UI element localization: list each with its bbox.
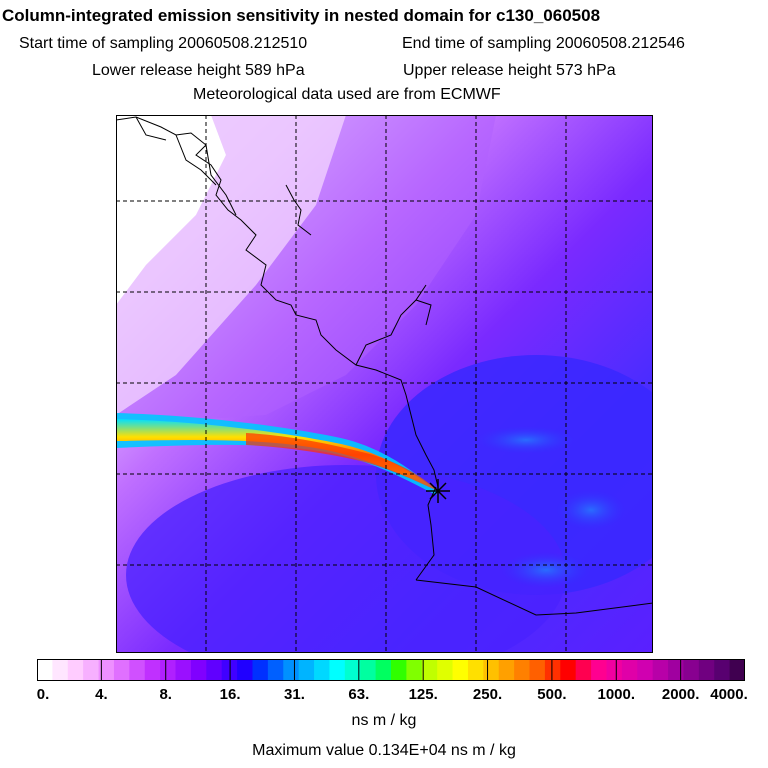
colorbar-swatch xyxy=(514,659,531,681)
blue-region-south xyxy=(126,465,566,653)
sensitivity-map xyxy=(116,115,653,653)
colorbar-swatch xyxy=(406,659,423,681)
colorbar-swatch xyxy=(637,659,654,681)
colorbar-swatch xyxy=(498,659,515,681)
colorbar-tick-label: 4000. xyxy=(710,686,748,703)
light-blue-patch xyxy=(556,490,626,530)
colorbar-swatch xyxy=(591,659,608,681)
colorbar-swatch xyxy=(190,659,207,681)
colorbar-swatch xyxy=(83,659,100,681)
end-time-label: End time of sampling 20060508.212546 xyxy=(402,35,685,52)
colorbar-swatch xyxy=(113,659,130,681)
plume-core xyxy=(116,419,438,491)
colorbar-swatch xyxy=(37,659,53,681)
colorbar-swatch xyxy=(652,659,669,681)
map-frame xyxy=(116,115,653,653)
colorbar-swatch xyxy=(252,659,269,681)
colorbar-swatch xyxy=(668,659,685,681)
colorbar-swatch xyxy=(714,659,731,681)
maximum-value-label: Maximum value 0.134E+04 ns m / kg xyxy=(252,742,516,759)
colorbar-swatch xyxy=(314,659,331,681)
colorbar-tick-label: 8. xyxy=(159,686,172,703)
colorbar-tick-label: 2000. xyxy=(661,686,700,703)
colorbar-swatch xyxy=(329,659,346,681)
colorbar-swatch xyxy=(391,659,407,681)
colorbar-tick-label: 4. xyxy=(95,686,108,703)
colorbar-swatch xyxy=(729,659,745,681)
colorbar-swatch xyxy=(575,659,592,681)
colorbar-tick-label: 125. xyxy=(408,686,438,703)
colorbar-swatch xyxy=(529,659,546,681)
colorbar-swatch xyxy=(206,659,223,681)
colorbar-swatch xyxy=(298,659,315,681)
colorbar-units: ns m / kg xyxy=(351,712,417,729)
start-time-label: Start time of sampling 20060508.212510 xyxy=(19,35,308,52)
colorbar-swatch xyxy=(375,659,392,681)
grid-lines xyxy=(116,115,653,653)
colorbar-tick-label: 63. xyxy=(348,686,370,703)
met-data-source-label: Meteorological data used are from ECMWF xyxy=(193,86,501,103)
colorbar-swatch xyxy=(483,659,500,681)
colorbar-swatch xyxy=(144,659,161,681)
plot-title: Column-integrated emission sensitivity i… xyxy=(2,6,601,25)
colorbar-swatch xyxy=(344,659,361,681)
colorbar-swatch xyxy=(683,659,700,681)
upper-release-height-label: Upper release height 573 hPa xyxy=(403,62,616,79)
colorbar xyxy=(37,659,745,681)
colorbar-swatch xyxy=(175,659,192,681)
colorbar-swatch xyxy=(98,659,115,681)
colorbar-tick-label: 16. xyxy=(219,686,241,703)
colorbar-swatch xyxy=(283,659,300,681)
colorbar-tick-label: 31. xyxy=(284,686,305,703)
colorbar-swatch xyxy=(606,659,623,681)
colorbar-tick-label: 0. xyxy=(36,686,50,703)
colorbar-swatch xyxy=(267,659,284,681)
plume-peak xyxy=(246,433,438,491)
colorbar-swatch xyxy=(67,659,84,681)
colorbar-swatch xyxy=(129,659,146,681)
white-region xyxy=(116,115,226,305)
lower-release-height-label: Lower release height 589 hPa xyxy=(92,62,305,79)
colorbar-swatch xyxy=(560,659,577,681)
colorbar-swatch xyxy=(360,659,377,681)
release-point-marker xyxy=(426,479,450,503)
colorbar-swatch xyxy=(621,659,638,681)
colorbar-swatch xyxy=(52,659,69,681)
colorbar-tick-label: 250. xyxy=(472,686,503,703)
colorbar-tick-label: 500. xyxy=(537,686,567,703)
light-blue-patch xyxy=(476,426,576,454)
colorbar-frame xyxy=(37,659,745,681)
colorbar-swatch xyxy=(437,659,454,681)
colorbar-swatch xyxy=(421,659,438,681)
purple-region xyxy=(116,115,496,425)
colorbar-swatch xyxy=(237,659,254,681)
light-blue-patch xyxy=(501,552,591,588)
colorbar-swatch xyxy=(452,659,469,681)
colorbar-swatch xyxy=(698,659,715,681)
colorbar-tick-label: 1000. xyxy=(597,686,636,703)
colorbar-swatch xyxy=(544,659,561,681)
colorbar-swatch xyxy=(160,659,177,681)
coastline xyxy=(116,116,653,616)
colorbar-swatch xyxy=(467,659,484,681)
